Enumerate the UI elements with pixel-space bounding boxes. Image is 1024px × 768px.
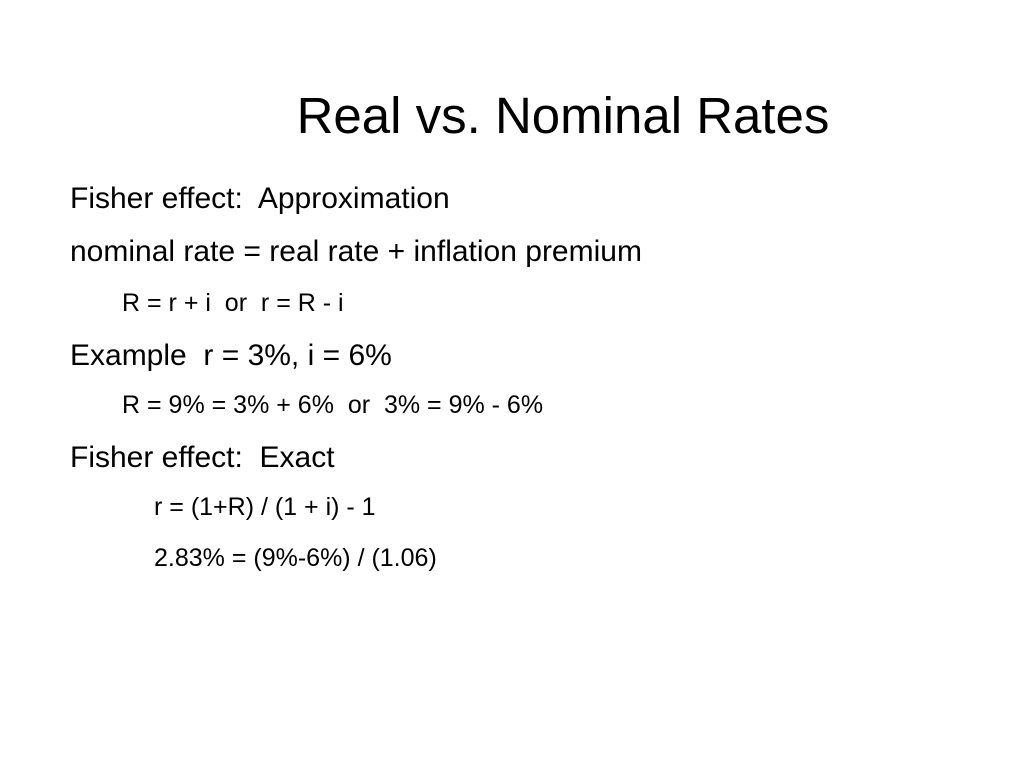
bullet-nominal-rate-definition: nominal rate = real rate + inflation pre… <box>70 235 642 268</box>
bullet-fisher-approximation: Fisher effect: Approximation <box>70 182 450 215</box>
sub-bullet-example-calculation: R = 9% = 3% + 6% or 3% = 9% - 6% <box>122 391 544 419</box>
bullet-example: Example r = 3%, i = 6% <box>70 339 392 372</box>
sub-bullet-approximation-formula: R = r + i or r = R - i <box>122 289 344 317</box>
slide-title: Real vs. Nominal Rates <box>296 87 830 144</box>
sub-bullet-exact-calculation: 2.83% = (9%-6%) / (1.06) <box>154 544 437 572</box>
bullet-fisher-exact: Fisher effect: Exact <box>70 441 335 474</box>
sub-bullet-exact-formula: r = (1+R) / (1 + i) - 1 <box>154 493 376 521</box>
